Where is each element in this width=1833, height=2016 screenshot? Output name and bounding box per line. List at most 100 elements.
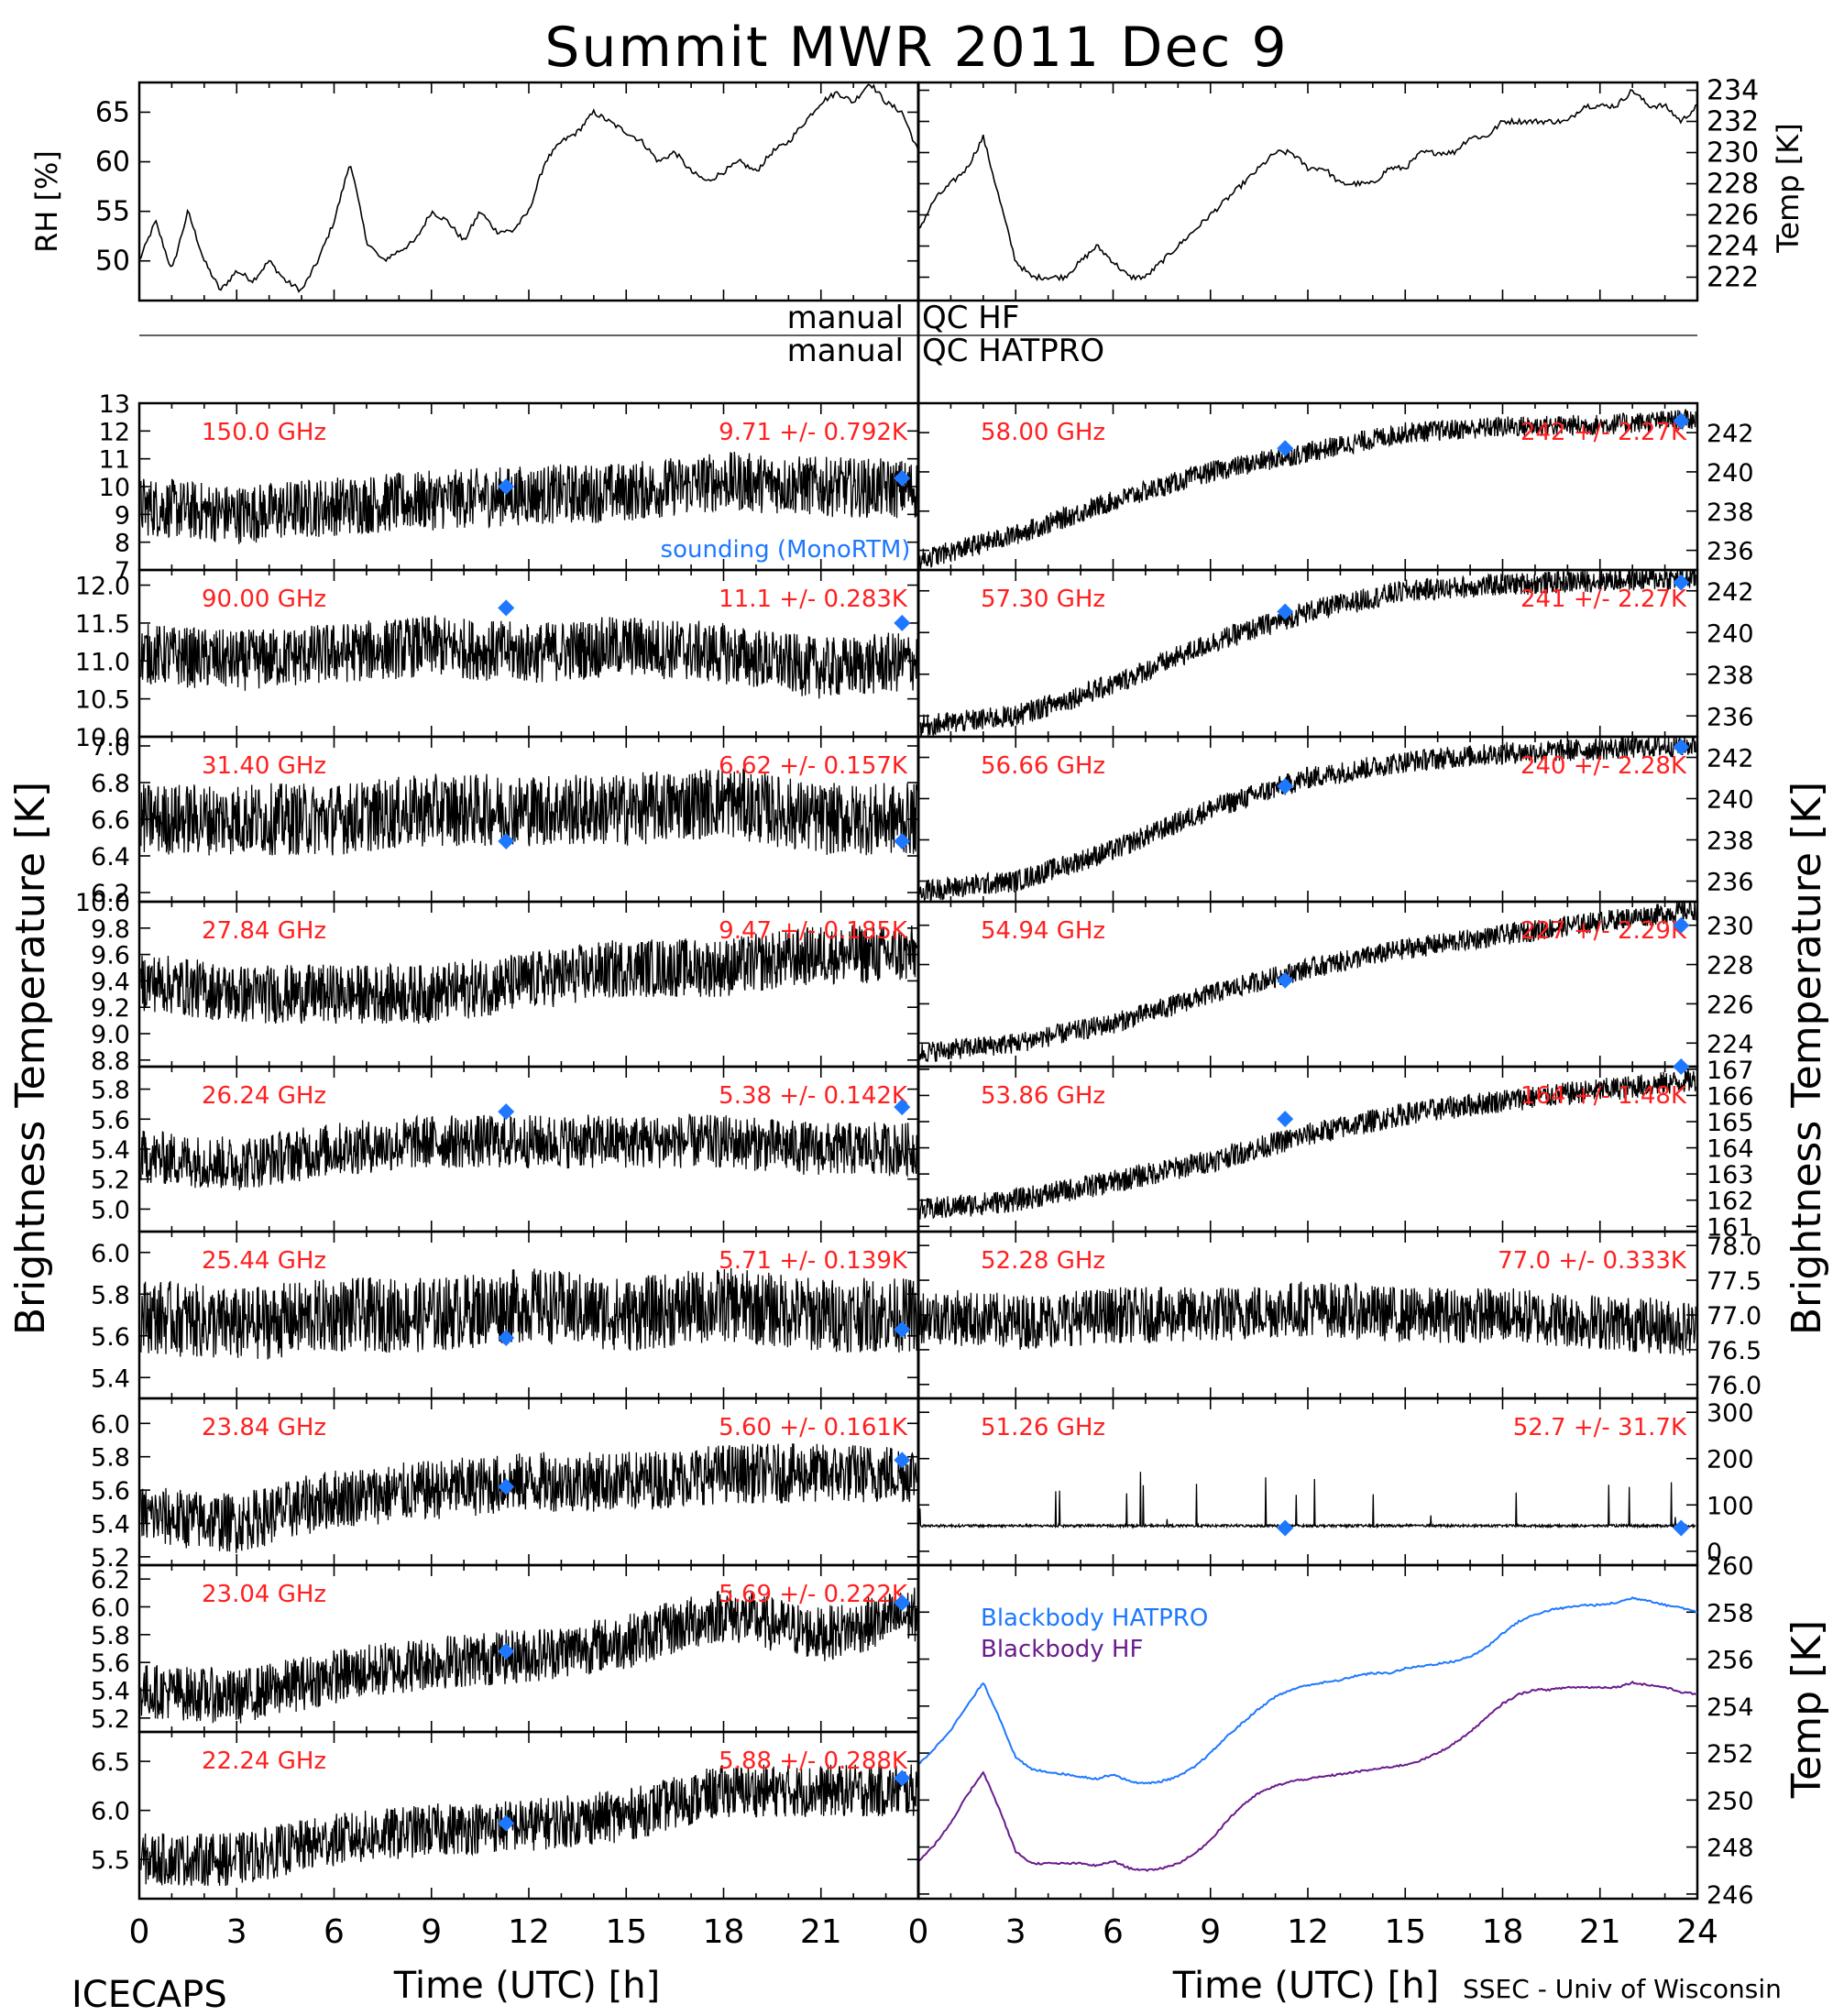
stat-label: 5.71 +/- 0.139K [719,1247,908,1275]
frequency-label: 56.66 GHz [981,752,1105,780]
frequency-label: 58.00 GHz [981,419,1105,446]
panel-data [140,451,917,544]
frequency-label: 22.24 GHz [202,1748,326,1775]
y-tick-label: 8.8 [91,1047,130,1076]
stat-label: 77.0 +/- 0.333K [1498,1247,1687,1275]
labels-layer: manual QC HF manual QC HATPRO RH [%] Tem… [7,123,1830,2016]
qc-hf-label: QC HF [922,300,1019,336]
y-tick-label: 228 [1707,952,1754,981]
frequency-label: 90.00 GHz [202,586,326,613]
rh-axis-label: RH [%] [29,150,64,253]
panel-data [140,768,917,856]
y-tick-label: 78.0 [1707,1233,1762,1261]
y-tick-label: 250 [1707,1787,1754,1815]
y-tick-label: 166 [1707,1082,1754,1111]
stat-label: 5.69 +/- 0.222K [719,1581,908,1608]
frequency-label: 54.94 GHz [981,917,1105,945]
y-tick-label: 238 [1707,827,1754,856]
y-tick-label: 162 [1707,1188,1754,1216]
y-tick-label: 234 [1707,75,1759,107]
panel-52-28-ghz: 76.0 76.5 77.0 77.5 78.0 52.28 GHz 77.0 +/- 0.… [916,1230,1762,1400]
stat-label: 241 +/- 2.27K [1520,586,1687,613]
sounding-point [894,1099,911,1116]
panel-26-24-ghz: 5.05.25.45.65.8 26.24 GHz 5.38 +/- 0.142K [91,1065,920,1233]
y-tick-label: 9.6 [91,942,130,970]
y-tick-label: 10.0 [75,724,130,752]
brightness-trace [919,902,1696,1063]
y-tick-label: 230 [1707,137,1759,170]
y-tick-label: 9.4 [91,968,130,996]
sounding-point [498,833,515,849]
frequency-label: 57.30 GHz [981,586,1105,613]
x-tick-label-right: 9 [1200,1913,1221,1951]
panel-data [140,925,917,1024]
brightness-trace [140,768,917,856]
panel-25-44-ghz: 5.4 5.6 5.8 6.0 25.44 GHz 5.71 +/- 0.139K [91,1230,920,1400]
y-tick-label: 236 [1707,869,1754,897]
panel-54-94-ghz: 224 226 228 230 54.94 GHz 227 +/- 2.29K [916,900,1754,1068]
y-tick-label: 240 [1707,786,1754,815]
y-tick-label: 248 [1707,1835,1754,1863]
panel-data [919,570,1696,737]
y-tick-label: 161 [1707,1213,1754,1242]
x-tick-label-left: 0 [129,1913,150,1951]
y-tick-label: 5.6 [91,1649,130,1678]
y-tick-label: 242 [1707,745,1754,773]
panel-data [140,1443,917,1553]
xlabel-left: Time (UTC) [h] [393,1965,660,2007]
y-tick-label: 11.0 [75,648,130,676]
brightness-trace [919,737,1696,902]
y-tick-label: 6.2 [91,1566,130,1594]
y-tick-label: 5.4 [91,1136,130,1165]
panel-data [919,1068,1696,1220]
y-tick-label: 0 [1707,1539,1722,1567]
y-tick-label: 55 [95,196,130,228]
y-tick-label: 163 [1707,1161,1754,1189]
panel-data [140,1267,917,1360]
x-tick-label-right: 21 [1579,1913,1621,1951]
y-tick-label: 5.8 [91,1077,130,1105]
sounding-point [1673,412,1690,430]
brightness-trace [140,1112,917,1190]
y-tick-label: 5.6 [91,1477,130,1506]
panel-data [919,1472,1696,1529]
y-tick-label: 10.5 [75,686,130,715]
y-tick-label: 240 [1707,619,1754,648]
y-tick-label: 226 [1707,200,1759,232]
y-tick-label: 5.6 [91,1106,130,1134]
y-tick-label: 9.2 [91,994,130,1023]
brightness-trace [140,451,917,544]
panel-data [140,1764,917,1887]
y-tick-label: 76.5 [1707,1337,1762,1365]
y-tick-label: 228 [1707,169,1759,201]
stat-label: 227 +/- 2.29K [1520,917,1687,945]
stat-label: 5.88 +/- 0.288K [719,1748,908,1775]
y-tick-label: 5.2 [91,1544,130,1572]
sounding-point [498,1478,515,1496]
y-tick-label: 5.2 [91,1705,130,1734]
frequency-label: 53.86 GHz [981,1082,1105,1110]
panel-data [140,1112,917,1190]
y-tick-label: 9.8 [91,915,130,944]
sounding-point [894,1320,911,1338]
y-tick-label: 258 [1707,1599,1754,1627]
y-tick-label: 50 [95,246,130,278]
y-tick-label: 6.0 [91,1594,130,1623]
frequency-label: 23.84 GHz [202,1414,326,1441]
y-tick-label: 6.0 [91,1410,130,1439]
panel-31-40-ghz: 6.2 6.4 6.6 6.8 7.0 31.40 GHz 6.62 +/- 0.157K [91,733,920,908]
panel-data [919,737,1696,902]
panel-rh: 50 55 60 65 [95,81,920,302]
brightness-trace [140,615,917,699]
stat-label: 164 +/- 1.48K [1520,1082,1687,1110]
frequency-label: 31.40 GHz [202,752,326,780]
stat-label: 11.1 +/- 0.283K [719,586,908,613]
y-tick-label: 165 [1707,1109,1754,1137]
stat-label: 52.7 +/- 31.7K [1513,1414,1687,1441]
brightness-trace [919,409,1696,570]
x-tick-label-right: 24 [1676,1913,1718,1951]
panel-frame [916,81,1699,302]
y-tick-label: 238 [1707,499,1754,527]
